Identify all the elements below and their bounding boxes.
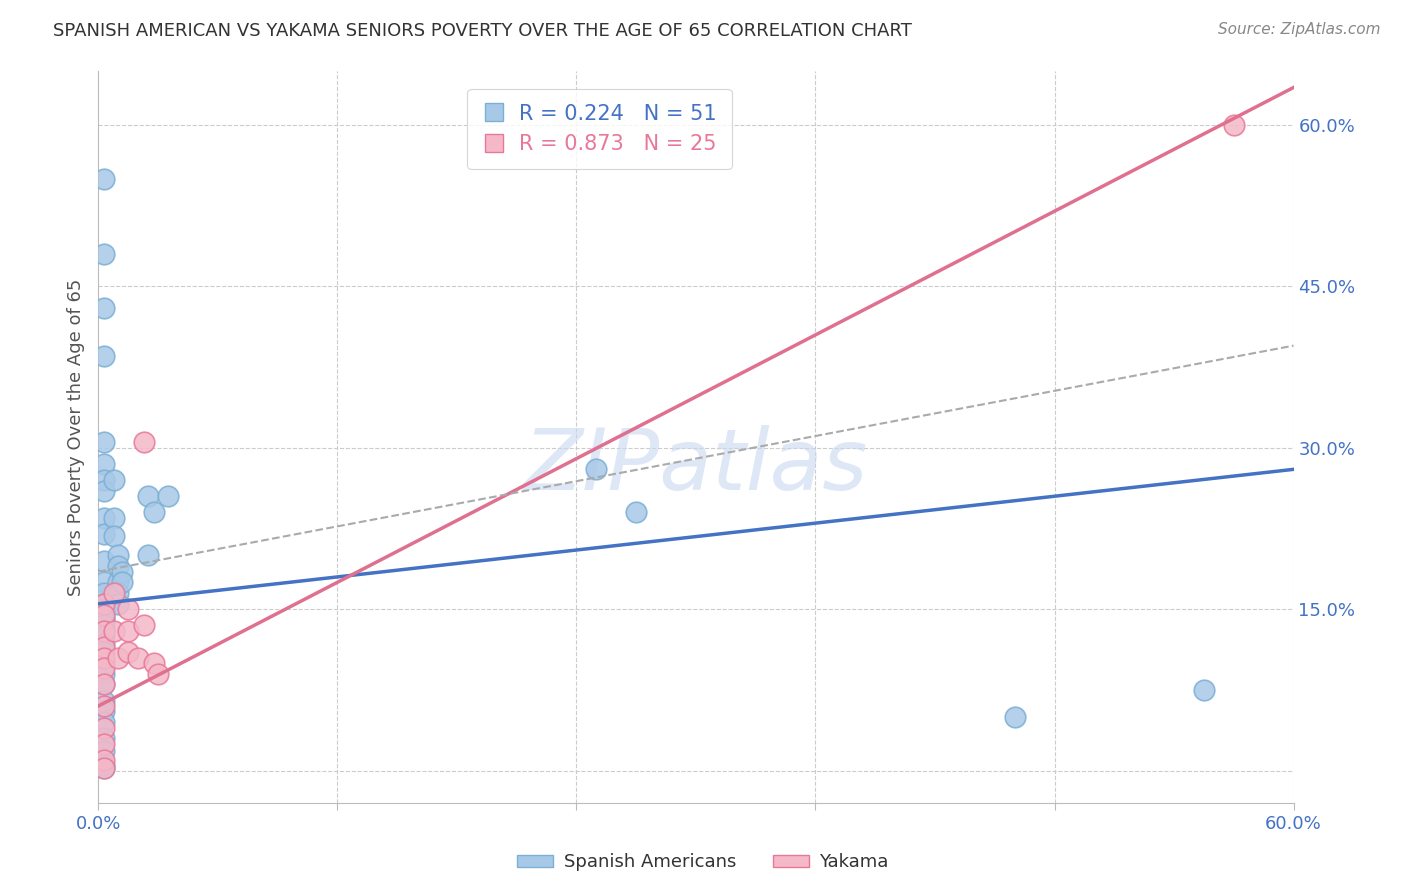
Point [103, 624, 125, 638]
Y-axis label: Seniors Poverty Over the Age of 65: Seniors Poverty Over the Age of 65 [66, 278, 84, 596]
Point [107, 650, 129, 665]
Text: SPANISH AMERICAN VS YAKAMA SENIORS POVERTY OVER THE AGE OF 65 CORRELATION CHART: SPANISH AMERICAN VS YAKAMA SENIORS POVER… [53, 22, 912, 40]
Point [93, 661, 115, 675]
Point [107, 597, 129, 611]
Point [93, 744, 115, 758]
Point [148, 666, 170, 681]
Point [107, 559, 129, 574]
Point [93, 761, 115, 775]
Point [107, 549, 129, 563]
Text: Source: ZipAtlas.com: Source: ZipAtlas.com [1218, 22, 1381, 37]
Point [93, 301, 115, 315]
Point [103, 529, 125, 543]
Point [93, 624, 115, 638]
Point [1223, 118, 1246, 132]
Point [107, 575, 129, 590]
Point [93, 698, 115, 713]
Point [93, 666, 115, 681]
Point [117, 624, 139, 638]
Point [93, 705, 115, 719]
Point [111, 565, 134, 579]
Point [93, 737, 115, 751]
Point [93, 656, 115, 670]
Point [103, 510, 125, 524]
Point [157, 489, 180, 503]
Text: ZIPatlas: ZIPatlas [524, 425, 868, 508]
Point [93, 715, 115, 730]
Point [93, 693, 115, 707]
Point [93, 527, 115, 541]
Point [93, 602, 115, 616]
Point [585, 462, 607, 476]
Point [93, 731, 115, 746]
Point [93, 510, 115, 524]
Point [143, 656, 166, 670]
Point [93, 721, 115, 735]
Legend: R = 0.224   N = 51, R = 0.873   N = 25: R = 0.224 N = 51, R = 0.873 N = 25 [467, 89, 731, 169]
Point [136, 549, 159, 563]
Point [93, 586, 115, 600]
Point [93, 650, 115, 665]
Point [93, 618, 115, 632]
Point [107, 586, 129, 600]
Point [127, 650, 149, 665]
Point [134, 435, 156, 450]
Point [626, 505, 648, 519]
Point [136, 489, 159, 503]
Legend: Spanish Americans, Yakama: Spanish Americans, Yakama [510, 847, 896, 879]
Point [93, 597, 115, 611]
Point [93, 609, 115, 624]
Point [93, 575, 115, 590]
Point [93, 247, 115, 261]
Point [93, 597, 115, 611]
Point [93, 637, 115, 651]
Point [134, 618, 156, 632]
Point [143, 505, 166, 519]
Point [93, 677, 115, 691]
Point [93, 350, 115, 364]
Point [93, 645, 115, 659]
Point [93, 607, 115, 622]
Point [93, 758, 115, 772]
Point [93, 624, 115, 638]
Point [103, 586, 125, 600]
Point [93, 677, 115, 691]
Point [93, 613, 115, 627]
Point [93, 753, 115, 767]
Point [1004, 710, 1026, 724]
Point [93, 604, 115, 618]
Point [93, 435, 115, 450]
Point [93, 640, 115, 654]
Point [93, 172, 115, 186]
Point [93, 629, 115, 643]
Point [1192, 682, 1215, 697]
Point [93, 483, 115, 498]
Point [93, 761, 115, 775]
Point [93, 457, 115, 471]
Point [117, 602, 139, 616]
Point [111, 575, 134, 590]
Point [117, 645, 139, 659]
Point [93, 473, 115, 487]
Point [93, 554, 115, 568]
Point [103, 473, 125, 487]
